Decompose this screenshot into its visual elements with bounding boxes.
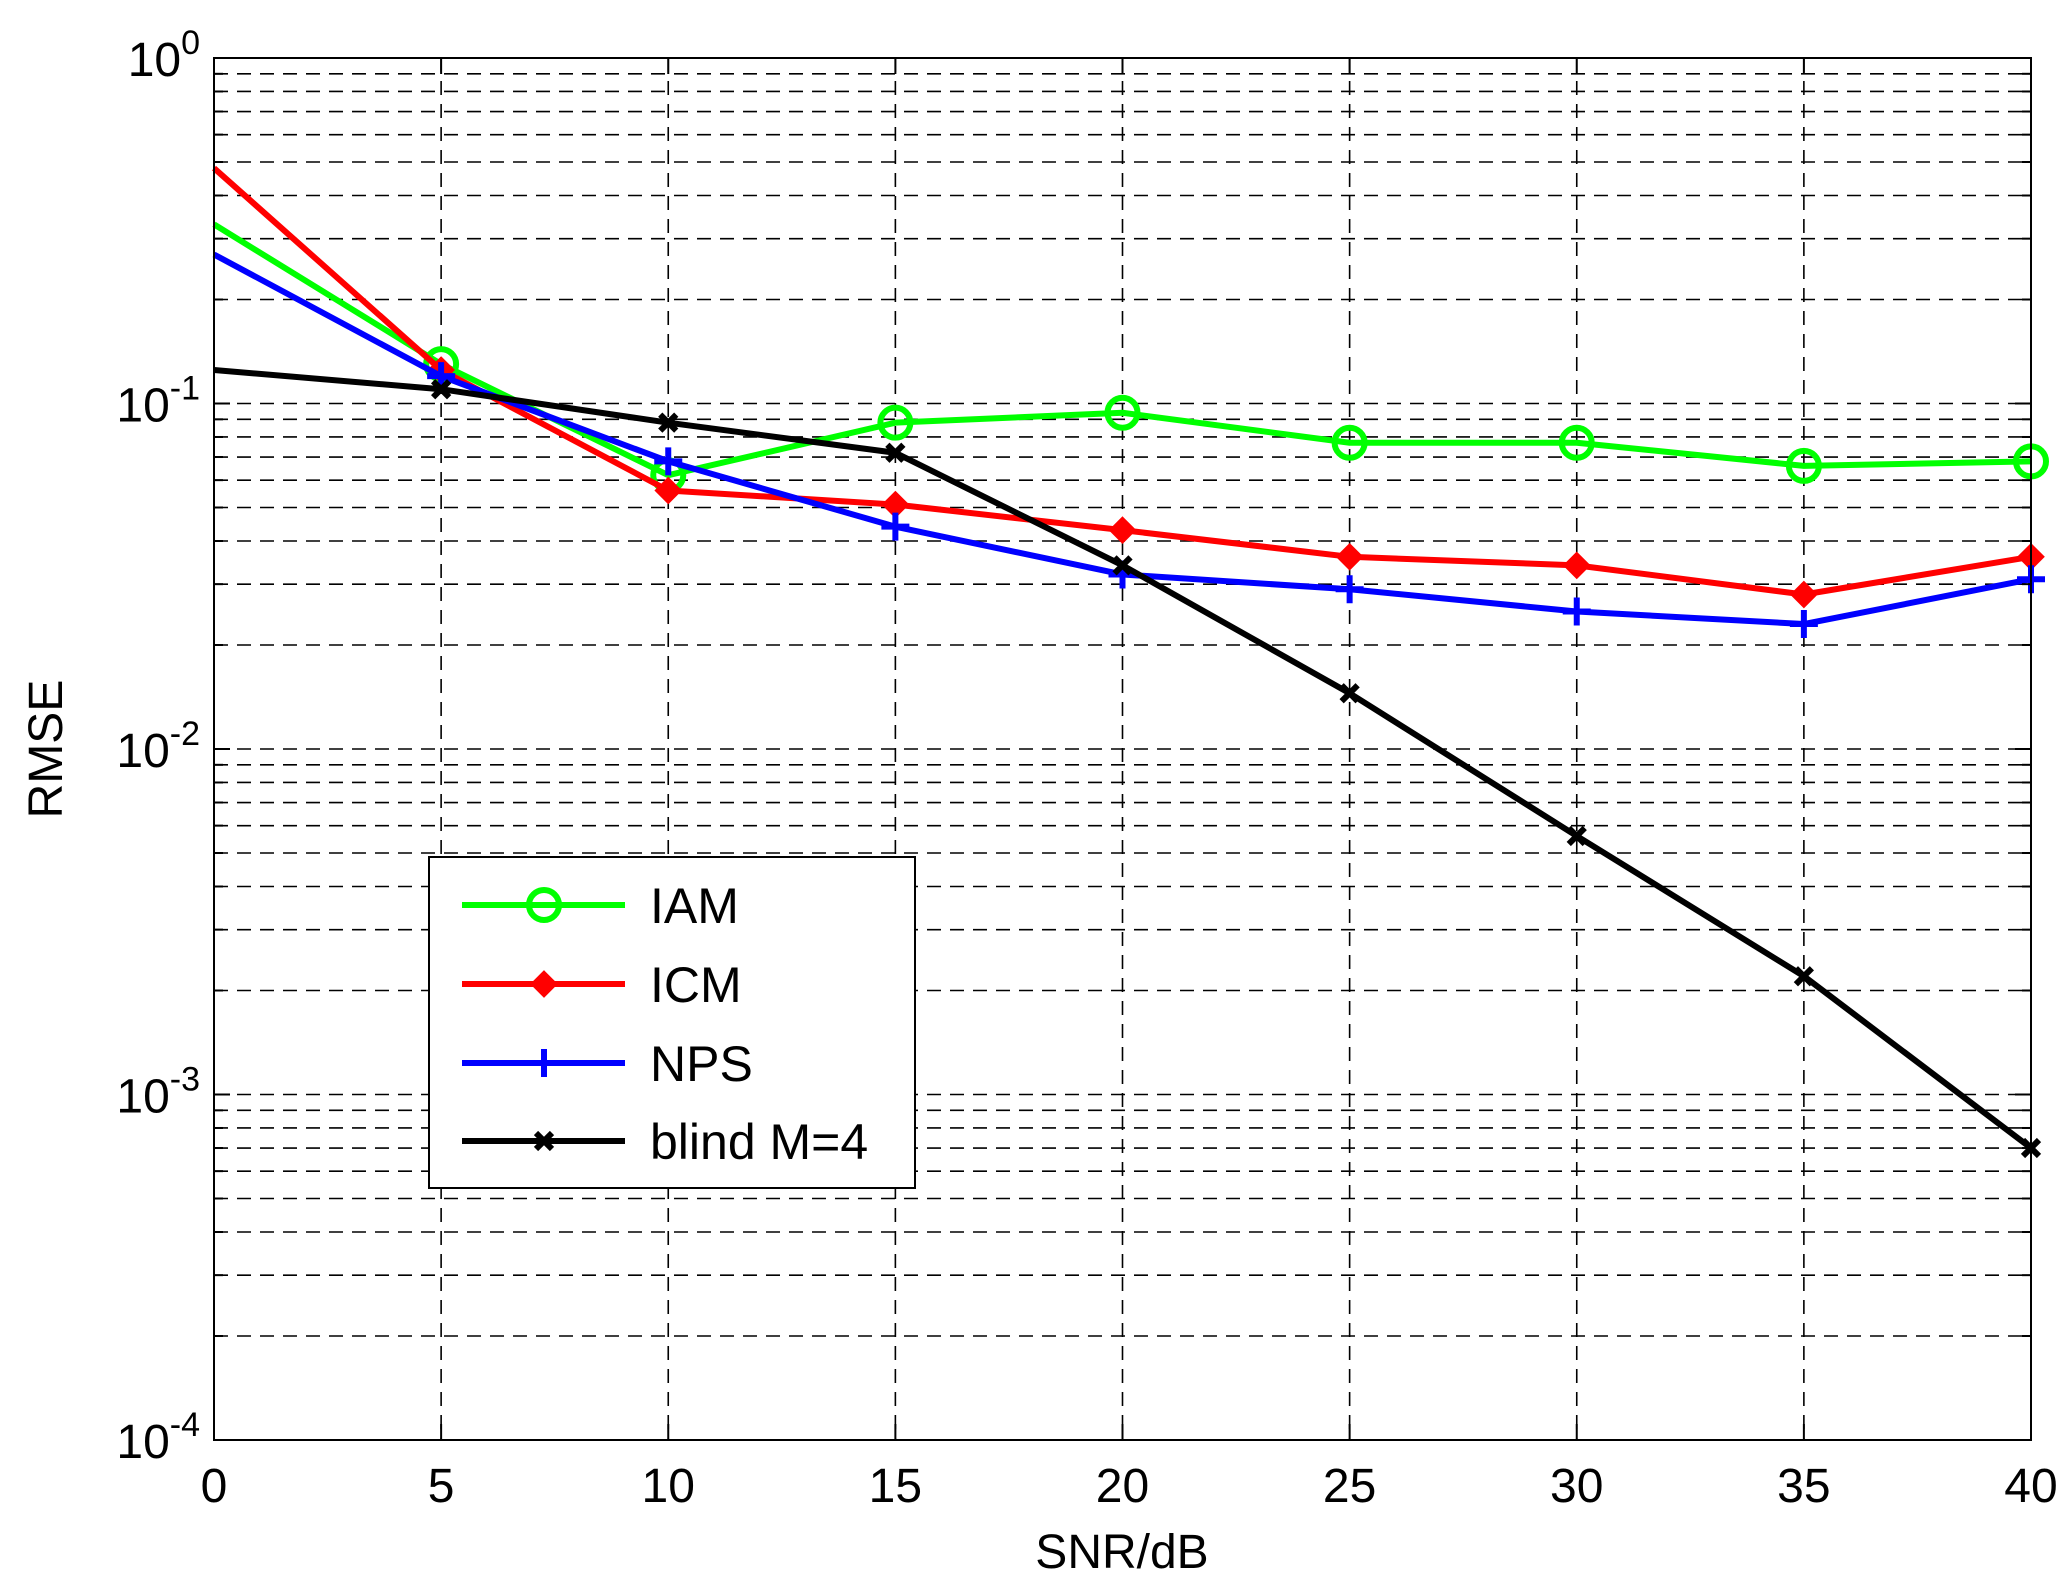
data-point-blind-m-4 bbox=[1566, 825, 1587, 847]
legend-label-icm: ICM bbox=[650, 957, 742, 1013]
data-point-nps bbox=[1789, 610, 1818, 639]
legend-label-iam: IAM bbox=[650, 878, 739, 934]
x-tick-label: 5 bbox=[428, 1460, 455, 1513]
series-layer bbox=[212, 165, 2049, 1159]
x-tick-label: 10 bbox=[642, 1460, 695, 1513]
data-point-iam bbox=[1558, 424, 1595, 461]
legend-box bbox=[428, 856, 916, 1189]
y-tick-label: 10-2 bbox=[116, 715, 200, 778]
data-point-icm bbox=[1335, 542, 1364, 571]
legend-marker-nps bbox=[530, 1049, 558, 1077]
data-point-blind-m-4 bbox=[1112, 555, 1133, 576]
data-point-icm bbox=[1562, 551, 1591, 580]
x-tick-label: 15 bbox=[869, 1460, 922, 1513]
legend-marker-blind-m-4 bbox=[533, 1130, 555, 1152]
data-point-iam bbox=[1104, 394, 1141, 431]
x-axis-label: SNR/dB bbox=[1035, 1526, 1208, 1579]
data-point-blind-m-4 bbox=[885, 442, 906, 463]
data-point-blind-m-4 bbox=[658, 412, 679, 433]
legend-label-nps: NPS bbox=[650, 1036, 753, 1092]
tick-labels: 0 5 10 15 20 25 30 35 40 10-4 10-3 10-2 10-1 100 bbox=[116, 24, 2057, 1513]
legend-marker-iam bbox=[526, 887, 562, 923]
data-point-blind-m-4 bbox=[1339, 683, 1360, 704]
data-point-iam bbox=[1785, 447, 1822, 484]
data-point-nps bbox=[1562, 597, 1591, 626]
data-point-iam bbox=[1331, 424, 1368, 461]
legend: IAM ICM NPS blind M=4 bbox=[428, 856, 916, 1189]
data-point-nps bbox=[1335, 575, 1364, 604]
y-axis-label: RMSE bbox=[20, 680, 73, 819]
data-point-nps bbox=[654, 447, 683, 476]
data-point-icm bbox=[1790, 580, 1818, 609]
x-tick-label: 40 bbox=[2004, 1460, 2057, 1513]
x-tick-label: 35 bbox=[1777, 1460, 1830, 1513]
x-tick-label: 30 bbox=[1550, 1460, 1603, 1513]
ticks bbox=[213, 58, 2032, 1440]
data-point-iam bbox=[877, 404, 914, 441]
x-tick-label: 20 bbox=[1096, 1460, 1149, 1513]
y-tick-label: 10-1 bbox=[116, 370, 200, 433]
x-tick-label: 25 bbox=[1323, 1460, 1376, 1513]
y-tick-label: 10-4 bbox=[116, 1406, 200, 1469]
data-point-blind-m-4 bbox=[431, 379, 452, 400]
legend-label-blind-m-4: blind M=4 bbox=[650, 1114, 868, 1170]
y-tick-label: 100 bbox=[128, 24, 200, 87]
x-tick-label: 0 bbox=[201, 1460, 228, 1513]
data-point-icm bbox=[654, 476, 683, 505]
data-point-icm bbox=[1108, 516, 1137, 544]
series-nps bbox=[212, 251, 2045, 639]
y-tick-label: 10-3 bbox=[116, 1061, 200, 1124]
data-point-blind-m-4 bbox=[1793, 966, 1815, 987]
data-point-nps bbox=[881, 512, 910, 541]
legend-marker-icm bbox=[530, 970, 558, 998]
